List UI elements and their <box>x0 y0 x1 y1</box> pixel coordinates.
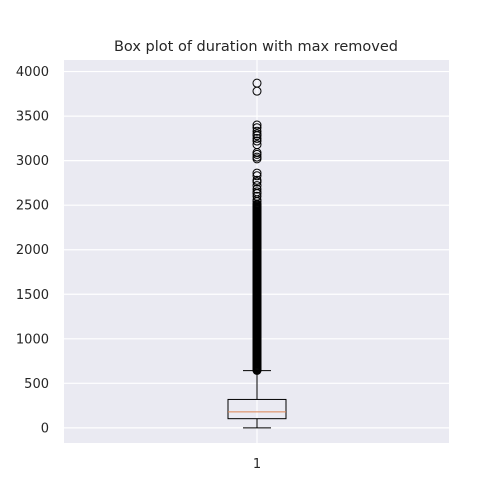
y-tick-label: 3000 <box>16 154 49 169</box>
y-tick-label: 3500 <box>16 110 49 125</box>
outlier-point <box>252 184 262 194</box>
outlier-point <box>252 152 262 162</box>
chart-title: Box plot of duration with max removed <box>114 39 398 55</box>
box-plot-series <box>227 78 287 429</box>
outlier-point <box>252 171 262 181</box>
outlier-point <box>252 78 262 88</box>
outlier-point <box>252 168 262 178</box>
outlier-point <box>252 133 262 143</box>
outlier-point <box>252 187 262 197</box>
iqr-box <box>227 398 287 420</box>
y-tick-label: 500 <box>24 377 49 392</box>
outlier-point <box>252 140 262 150</box>
outlier-point <box>252 129 262 139</box>
outlier-point <box>252 126 262 136</box>
outlier-point <box>252 123 262 133</box>
outlier-point <box>252 175 262 185</box>
y-tick-label: 1500 <box>16 288 49 303</box>
outlier-point <box>252 136 262 146</box>
outlier-point <box>252 181 262 191</box>
x-tick-label: 1 <box>253 457 261 472</box>
y-tick-label: 2000 <box>16 243 49 258</box>
outlier-point <box>252 191 262 201</box>
y-tick-label: 1000 <box>16 332 49 347</box>
outlier-point <box>252 120 262 130</box>
y-tick-label: 2500 <box>16 199 49 214</box>
y-axis-ticks: 0 500 1000 1500 2000 2500 3000 3500 4000 <box>16 65 49 436</box>
x-axis-ticks: 1 <box>253 457 261 472</box>
y-tick-label: 4000 <box>16 65 49 80</box>
y-tick-label: 0 <box>41 421 49 436</box>
